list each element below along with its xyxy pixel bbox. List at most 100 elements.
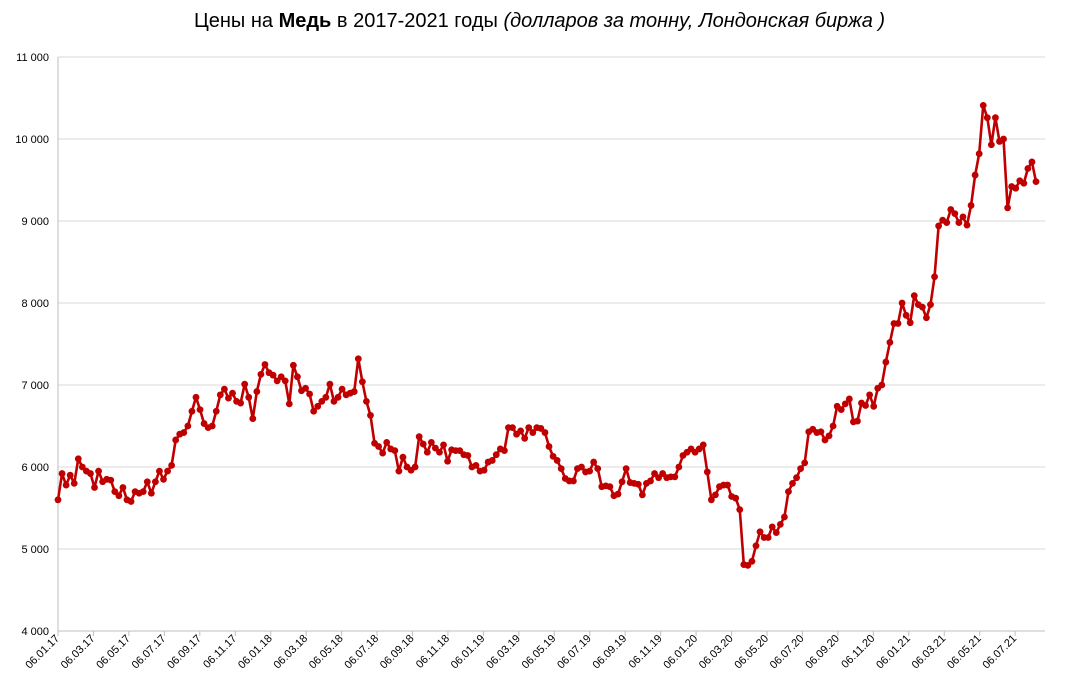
data-point [606, 483, 614, 491]
data-point [517, 427, 525, 435]
data-point [557, 465, 565, 473]
data-point [764, 534, 772, 541]
data-point [724, 481, 731, 489]
data-point [768, 523, 776, 531]
x-tick-label: 06.03.21 [910, 633, 949, 672]
data-point [500, 447, 508, 454]
data-point [241, 380, 249, 388]
data-point [699, 441, 707, 449]
data-point [793, 474, 800, 482]
data-point [281, 377, 289, 385]
data-point [338, 385, 346, 393]
data-point [983, 114, 991, 122]
data-point [910, 292, 918, 300]
data-point [541, 429, 549, 436]
x-tick-label: 06.05.21 [945, 633, 984, 672]
data-point [785, 488, 792, 495]
data-point [196, 406, 204, 413]
data-point [509, 424, 516, 432]
data-point [480, 466, 488, 474]
data-point [675, 463, 683, 471]
x-axis-ticks: 06.01.1706.03.1706.05.1706.07.1706.09.17… [23, 633, 1019, 672]
data-point [379, 449, 387, 457]
data-point [225, 394, 232, 402]
data-point [854, 417, 861, 425]
data-point [139, 488, 147, 495]
data-point [647, 477, 654, 485]
data-point [363, 398, 370, 405]
data-point [756, 528, 764, 536]
data-point [367, 411, 374, 419]
data-point [91, 484, 98, 491]
data-point [74, 455, 82, 463]
data-point [586, 467, 594, 475]
x-tick-label: 06.09.17 [165, 633, 204, 672]
data-point [553, 457, 561, 464]
chart-title: Цены на Медь в 2017-2021 годы (долларов … [0, 10, 1079, 33]
x-tick-label: 06.05.19 [520, 633, 559, 672]
data-point [294, 373, 301, 381]
data-point [712, 491, 719, 499]
x-tick-label: 06.11.19 [627, 633, 665, 671]
x-tick-label: 06.11.17 [201, 633, 239, 671]
data-point [192, 393, 200, 401]
data-point [257, 370, 265, 378]
data-point [870, 402, 878, 410]
data-point [58, 470, 66, 477]
data-point [1004, 204, 1011, 212]
data-point [261, 361, 269, 368]
data-point [781, 513, 788, 521]
data-point [878, 381, 886, 389]
data-point [164, 467, 171, 475]
data-point [229, 389, 236, 397]
data-point [143, 478, 151, 486]
title-bold: Медь [278, 10, 332, 32]
data-point [1032, 178, 1040, 186]
title-italic: (долларов за тонну, Лондонская биржа ) [503, 10, 886, 32]
data-point [70, 480, 78, 487]
data-point [66, 471, 74, 479]
x-tick-label: 06.01.17 [23, 633, 62, 672]
data-point [578, 463, 585, 471]
data-point [894, 320, 902, 327]
x-tick-label: 06.01.18 [236, 633, 275, 672]
data-point [866, 391, 874, 399]
data-point [1028, 158, 1036, 166]
data-point [975, 150, 983, 158]
data-point [212, 407, 220, 415]
data-point [411, 463, 419, 471]
data-point [151, 478, 159, 486]
y-tick-label: 9 000 [21, 216, 49, 228]
title-prefix: Цены на [193, 10, 279, 32]
data-point [444, 457, 451, 465]
data-point [314, 402, 322, 410]
data-point [862, 402, 869, 409]
data-point [419, 440, 427, 448]
x-tick-label: 06.09.19 [591, 633, 630, 672]
series-line [56, 104, 1038, 567]
data-point [436, 448, 443, 456]
data-point [829, 422, 837, 430]
data-point [289, 361, 297, 369]
data-point [322, 393, 330, 401]
y-tick-label: 4 000 [21, 626, 49, 638]
data-point [845, 395, 853, 403]
data-point [54, 496, 62, 504]
data-point [797, 465, 805, 473]
x-tick-label: 06.07.20 [768, 633, 807, 672]
data-point [354, 355, 362, 363]
data-point [216, 391, 224, 399]
x-tick-label: 06.07.19 [555, 633, 594, 672]
axes [57, 57, 1045, 636]
y-tick-label: 6 000 [21, 462, 49, 474]
data-point [399, 453, 407, 461]
data-point [918, 303, 926, 311]
x-tick-label: 06.11.18 [414, 633, 452, 671]
x-tick-label: 06.05.17 [94, 633, 133, 672]
data-point [825, 432, 833, 440]
y-tick-label: 10 000 [15, 134, 49, 146]
data-point [618, 478, 626, 486]
x-tick-label: 06.11.20 [839, 633, 877, 671]
data-point [971, 171, 979, 179]
data-point [147, 489, 155, 497]
